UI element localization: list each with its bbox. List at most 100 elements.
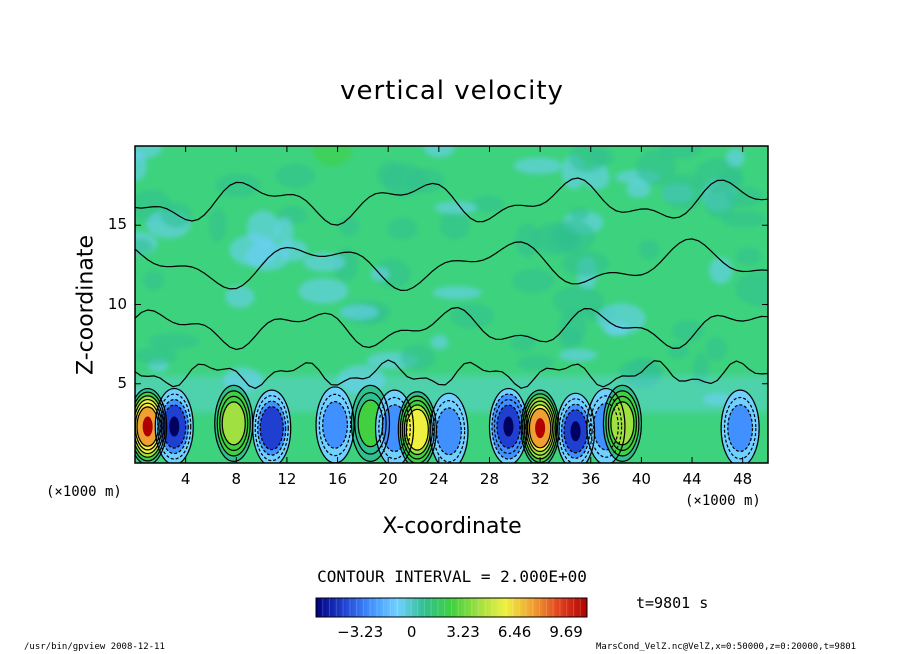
contour-line	[401, 399, 433, 460]
texture-blob	[229, 234, 278, 267]
contour-line	[399, 395, 435, 463]
y-tick-label: 5	[117, 373, 127, 392]
texture-blob	[275, 164, 316, 189]
x-tick-label: 48	[733, 470, 753, 488]
colorbar-tick-label: 0	[406, 623, 417, 641]
texture-blob	[516, 355, 554, 371]
x-tick-label: 24	[429, 470, 449, 488]
texture-blob	[512, 268, 555, 294]
texture-blob	[568, 146, 607, 173]
zero-contour	[397, 391, 437, 463]
texture-blob	[215, 173, 261, 197]
zero-contour	[555, 392, 596, 463]
texture-blob	[209, 208, 227, 242]
zero-contour	[586, 387, 626, 463]
contour-line	[259, 406, 284, 451]
texture-blob	[735, 247, 762, 265]
contour-line	[254, 395, 289, 462]
contour-line	[560, 403, 591, 459]
zero-contour	[374, 389, 415, 463]
texture-blob	[274, 217, 294, 248]
texture-blob	[450, 303, 494, 329]
x-unit-label-right: (×1000 m)	[685, 493, 761, 509]
texture-blob	[400, 344, 436, 371]
contour-line	[605, 390, 640, 457]
texture-blob	[471, 195, 505, 213]
texture-blob	[430, 334, 449, 350]
contour-line	[727, 404, 754, 453]
contour-line	[135, 306, 768, 351]
y-axis-label: Z-coordinate	[73, 235, 99, 375]
texture-blob	[558, 310, 587, 344]
texture-blob	[148, 333, 200, 350]
texture-blob	[726, 148, 745, 167]
footer-data-source: MarsCond_VelZ.nc@VelZ,x=0:50000,z=0:2000…	[596, 642, 857, 652]
texture-blob	[387, 217, 418, 240]
time-label: t=9801 s	[636, 594, 709, 612]
texture-blob	[135, 146, 162, 159]
contour-line	[723, 396, 757, 460]
contour-line	[136, 406, 159, 447]
zero-contour	[252, 389, 292, 463]
texture-blob	[135, 238, 153, 254]
texture-blob	[725, 186, 763, 207]
contour-line	[318, 393, 352, 457]
contour-line	[610, 401, 635, 446]
zero-contour	[350, 384, 391, 462]
colorbar-tick-label: 9.69	[549, 623, 583, 641]
colorbar-tick-label: 6.46	[497, 623, 532, 641]
contour-line	[257, 400, 287, 456]
zero-contour	[429, 392, 469, 463]
y-tick-label: 15	[107, 215, 127, 234]
texture-blob	[717, 170, 744, 188]
contour-line	[135, 359, 768, 390]
contour-line	[216, 390, 251, 457]
contour-interval-label: CONTOUR INTERVAL = 2.000E+00	[317, 567, 587, 586]
texture-blob	[532, 222, 580, 256]
texture-blob	[382, 163, 426, 197]
x-tick-label: 20	[378, 470, 398, 488]
texture-blob	[705, 337, 727, 361]
texture-blob	[569, 206, 590, 221]
texture-blob	[312, 146, 352, 167]
footer-program-date: /usr/bin/gpview 2008-12-11	[24, 642, 165, 652]
texture-blob	[558, 348, 598, 362]
x-unit-label: (×1000 m)	[46, 484, 122, 500]
texture-blob	[721, 211, 767, 228]
contour-line	[589, 395, 623, 458]
contour-line	[135, 177, 768, 226]
contour-line	[135, 398, 163, 455]
velocity-cell	[721, 390, 760, 463]
texture-blob	[339, 304, 379, 320]
texture-blob	[374, 258, 411, 289]
texture-blob	[661, 174, 706, 210]
contour-line	[159, 398, 189, 455]
colorbar-tick-label: 3.23	[446, 623, 480, 641]
texture-blob	[515, 223, 540, 257]
colorbar-frame	[315, 597, 588, 618]
x-tick-label: 36	[581, 470, 601, 488]
y-tick-label: 10	[107, 294, 127, 313]
texture-blob	[561, 250, 610, 277]
texture-blob	[635, 149, 677, 185]
texture-blob	[626, 181, 651, 198]
zero-contour	[602, 384, 643, 462]
x-tick-label: 8	[231, 470, 242, 488]
texture-blob	[672, 320, 704, 342]
zero-contour	[720, 389, 760, 463]
contour-line	[525, 400, 555, 456]
texture-blob	[160, 202, 193, 228]
zero-contour	[135, 387, 168, 463]
contour-line	[354, 392, 387, 455]
contour-line	[378, 396, 411, 460]
zero-contour	[154, 387, 194, 463]
colorbar	[316, 598, 587, 617]
texture-blob	[303, 252, 346, 272]
x-tick-label: 32	[530, 470, 550, 488]
x-axis-label: X-coordinate	[382, 514, 522, 539]
texture-blob	[667, 343, 690, 359]
contour-line	[405, 408, 429, 451]
texture-blob	[513, 157, 563, 175]
contour-line	[157, 393, 192, 460]
